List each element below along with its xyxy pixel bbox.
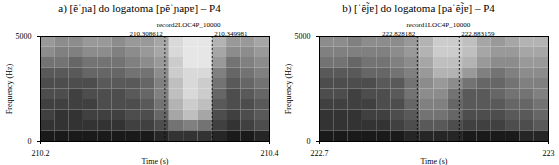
svg-text:210.2: 210.2: [32, 149, 50, 158]
svg-text:210.308612: 210.308612: [130, 30, 164, 38]
svg-text:0: 0: [307, 137, 311, 146]
svg-text:223: 223: [543, 149, 555, 158]
svg-text:record2LOC4P_10000: record2LOC4P_10000: [157, 21, 221, 29]
svg-text:5000: 5000: [295, 32, 311, 41]
svg-text:Frequency (Hz): Frequency (Hz): [5, 63, 14, 114]
svg-text:5000: 5000: [16, 32, 32, 41]
svg-text:0: 0: [28, 137, 32, 146]
svg-text:record1LOC4P_10000: record1LOC4P_10000: [406, 21, 470, 29]
svg-text:222.828182: 222.828182: [382, 30, 416, 38]
html-text:a) [ẽˈɲa] do logatoma [pẽˈɲapɐ: a) [ẽˈɲa] do logatoma [pẽˈɲapɐ] – P4: [58, 2, 221, 14]
svg-text:210.349981: 210.349981: [214, 30, 248, 38]
svg-text:Time (s): Time (s): [141, 157, 168, 165]
svg-text:Time (s): Time (s): [420, 157, 447, 165]
svg-text:222.7: 222.7: [311, 149, 329, 158]
html-text:b) [ˈẽj̃ɐ] do logatoma [paˈẽj̃: b) [ˈẽj̃ɐ] do logatoma [paˈẽj̃ɐ] – P4: [342, 2, 495, 14]
svg-text:Frequency (Hz): Frequency (Hz): [284, 63, 293, 114]
svg-text:210.4: 210.4: [261, 149, 279, 158]
svg-text:222.883159: 222.883159: [461, 30, 495, 38]
